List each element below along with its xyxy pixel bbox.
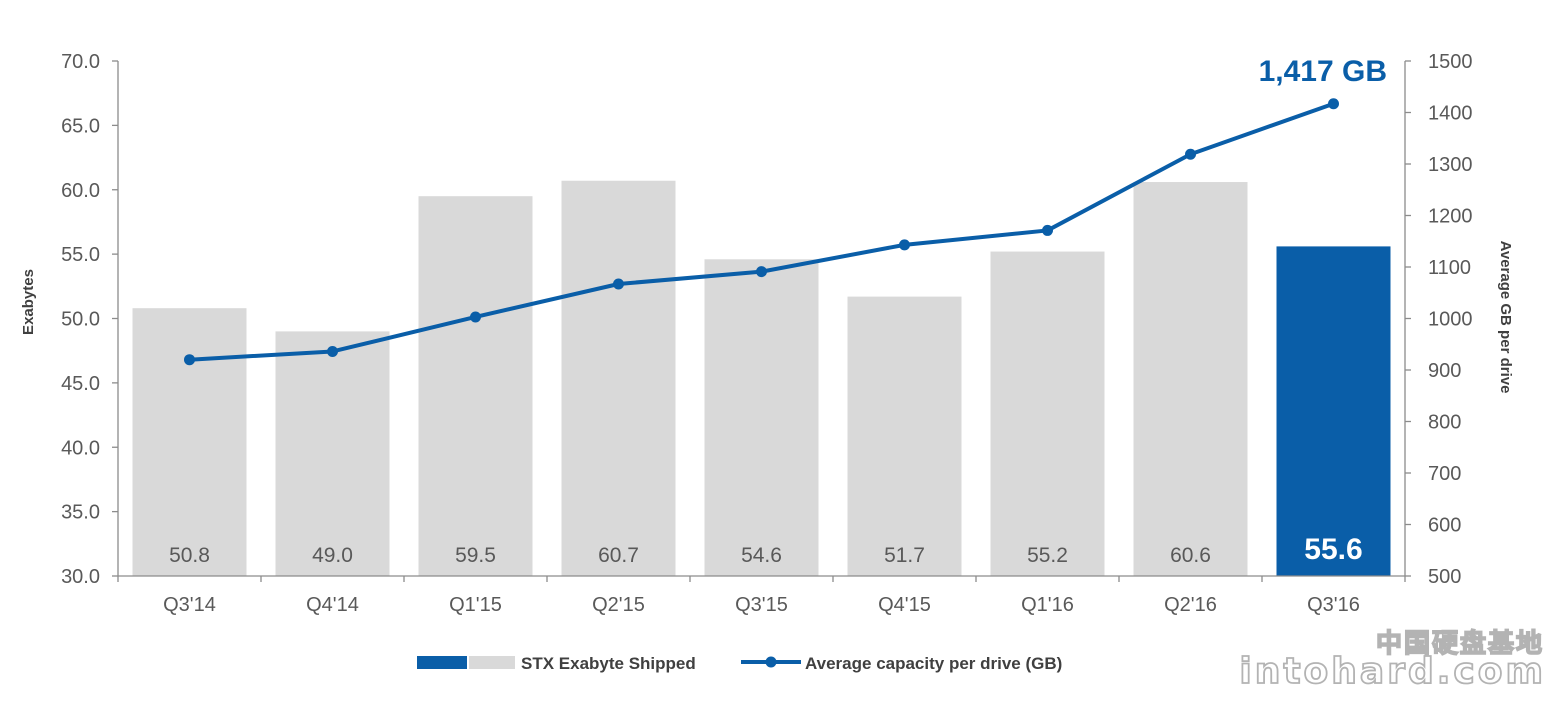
capacity-point (1185, 148, 1196, 160)
bar-value-label: 49.0 (312, 544, 353, 567)
y-axis-title: Exabytes (20, 269, 37, 335)
bar (275, 331, 390, 576)
y-tick-label: 30.0 (61, 566, 100, 588)
y2-tick-label: 800 (1428, 412, 1461, 434)
y-tick-label: 40.0 (61, 437, 100, 459)
x-tick-label: Q2'15 (592, 594, 645, 616)
bar-value-label: 60.7 (598, 544, 639, 567)
y-tick-label: 55.0 (61, 244, 100, 266)
bar (418, 196, 533, 576)
x-tick-label: Q1'15 (449, 594, 502, 616)
y2-tick-label: 500 (1428, 566, 1461, 588)
bar-value-label: 54.6 (741, 544, 782, 567)
watermark-line2: intohard.com (1239, 651, 1546, 692)
capacity-point (613, 278, 624, 290)
bar-value-label-highlight: 55.6 (1304, 533, 1362, 566)
bar (990, 251, 1105, 577)
bar-series (132, 180, 1391, 577)
capacity-point (756, 266, 767, 278)
x-tick-label: Q3'16 (1307, 594, 1360, 616)
bar (561, 180, 676, 577)
y-tick-label: 60.0 (61, 180, 100, 202)
y2-tick-label: 600 (1428, 515, 1461, 537)
y2-tick-label: 1300 (1428, 154, 1473, 176)
y2-tick-label: 1200 (1428, 206, 1473, 228)
line-end-callout: 1,417 GB (1259, 55, 1387, 88)
capacity-point (184, 354, 195, 366)
legend-swatch-marker (765, 656, 777, 668)
bar-value-labels: 50.8 49.0 59.5 60.7 54.6 51.7 55.2 60.6 55.6 (169, 533, 1363, 567)
y-tick-label: 65.0 (61, 115, 100, 137)
bar-value-label: 60.6 (1170, 544, 1211, 567)
legend-label-line: Average capacity per drive (GB) (805, 654, 1062, 673)
watermark-line1: 中国硬盘基地 (1376, 628, 1544, 659)
watermark: 中国硬盘基地 intohard.com (1238, 627, 1546, 693)
capacity-point (1328, 98, 1339, 110)
capacity-point (899, 239, 910, 251)
x-tick-label: Q4'14 (306, 594, 359, 616)
bar-value-label: 59.5 (455, 544, 496, 567)
y2-axis-title: Average GB per drive (1497, 241, 1514, 394)
x-tick-label: Q3'14 (163, 594, 216, 616)
y2-tick-label: 900 (1428, 360, 1461, 382)
y2-tick-label: 1100 (1428, 257, 1471, 279)
bar-value-label: 55.2 (1027, 544, 1068, 567)
legend-swatch-highlight (417, 656, 467, 669)
y-tick-label: 45.0 (61, 373, 100, 395)
x-tick-label: Q4'15 (878, 594, 931, 616)
bar (1133, 182, 1248, 576)
x-tick-label: Q2'16 (1164, 594, 1217, 616)
x-tick-label: Q3'15 (735, 594, 788, 616)
capacity-point (1042, 224, 1053, 236)
line-series (184, 98, 1339, 366)
bar (1276, 246, 1391, 576)
y-tick-label: 50.0 (61, 309, 100, 331)
y2-tick-label: 1500 (1428, 51, 1473, 73)
legend-swatch-bar (469, 656, 515, 669)
tick-labels: 30.0 35.0 40.0 45.0 50.0 55.0 60.0 65.0 70.0 500 6… (61, 51, 1472, 616)
legend: STX Exabyte Shipped Average capacity per… (417, 654, 1062, 673)
capacity-point (470, 311, 481, 323)
x-tick-label: Q1'16 (1021, 594, 1074, 616)
bar (704, 259, 819, 576)
y-tick-label: 35.0 (61, 502, 100, 524)
y2-tick-label: 1400 (1428, 103, 1473, 125)
bar-value-label: 51.7 (884, 544, 925, 567)
y-tick-label: 70.0 (61, 51, 100, 73)
y2-tick-label: 1000 (1428, 309, 1473, 331)
axes (112, 60, 1411, 582)
bar (847, 296, 962, 576)
y2-tick-label: 700 (1428, 463, 1461, 485)
bar-value-label: 50.8 (169, 544, 210, 567)
legend-label-bars: STX Exabyte Shipped (521, 654, 696, 673)
capacity-point (327, 345, 338, 357)
bar (132, 308, 247, 576)
